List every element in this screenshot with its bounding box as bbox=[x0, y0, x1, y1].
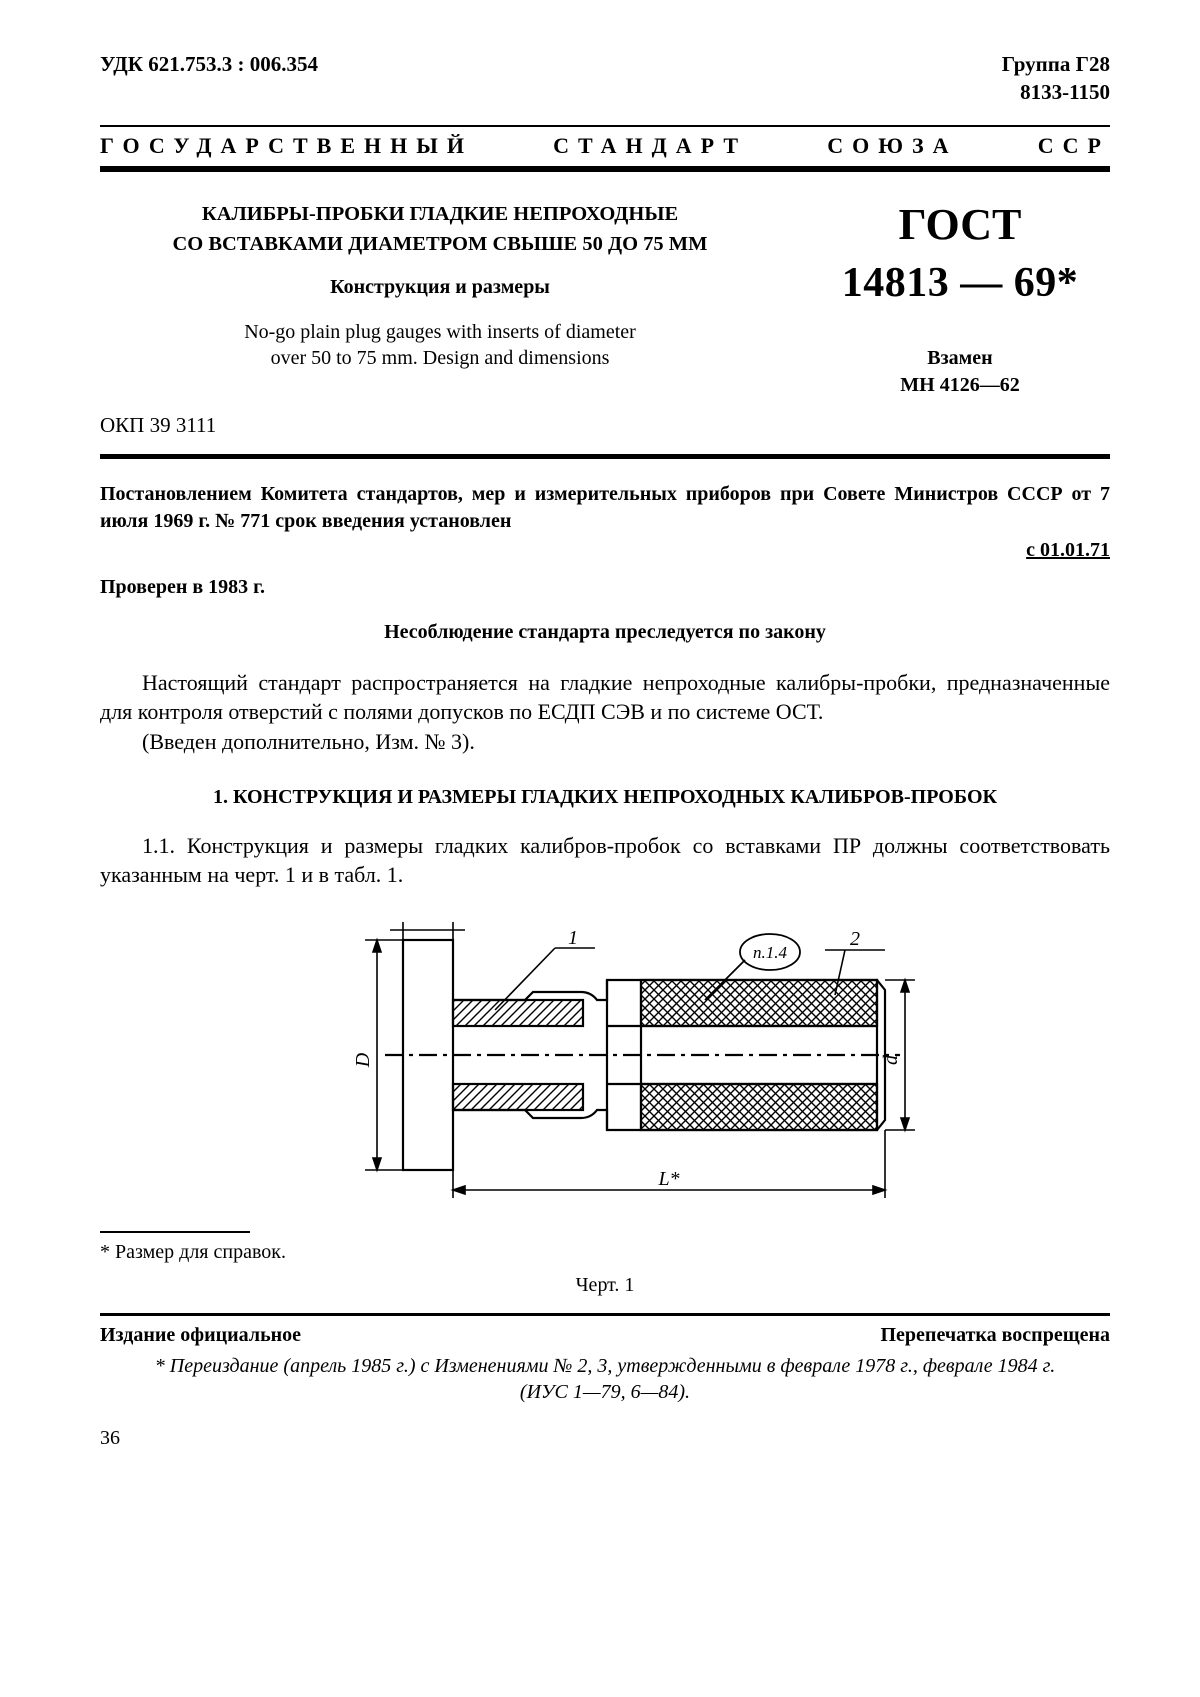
dim-label-d: d bbox=[880, 1054, 902, 1065]
footer-row: Издание официальное Перепечатка воспреще… bbox=[100, 1322, 1110, 1349]
edition-official: Издание официальное bbox=[100, 1322, 301, 1349]
gost-number: 14813 — 69* bbox=[810, 255, 1110, 312]
technical-drawing: D d L* 1 п.1.4 2 bbox=[100, 900, 1110, 1217]
section-heading: 1. КОНСТРУКЦИЯ И РАЗМЕРЫ ГЛАДКИХ НЕПРОХО… bbox=[180, 783, 1030, 811]
standard-banner: ГОСУДАРСТВЕННЫЙ СТАНДАРТ СОЮЗА ССР bbox=[100, 125, 1110, 173]
body-paragraph-2: 1.1. Конструкция и размеры гладких калиб… bbox=[100, 831, 1110, 890]
page-number: 36 bbox=[100, 1425, 1110, 1452]
title-russian: КАЛИБРЫ-ПРОБКИ ГЛАДКИЕ НЕПРОХОДНЫЕ СО ВС… bbox=[100, 200, 780, 259]
title-english: No-go plain plug gauges with inserts of … bbox=[100, 319, 780, 371]
amendment-note: (Введен дополнительно, Изм. № 3). bbox=[100, 727, 1110, 757]
body-paragraph-1: Настоящий стандарт распространяется на г… bbox=[100, 668, 1110, 727]
replaces-block: Взамен МН 4126—62 bbox=[810, 345, 1110, 399]
okp-code: ОКП 39 3111 bbox=[100, 411, 1110, 439]
header-top-row: УДК 621.753.3 : 006.354 Группа Г28 8133-… bbox=[100, 50, 1110, 107]
drawing-footnote: * Размер для справок. bbox=[100, 1239, 1110, 1266]
note-circle-label: п.1.4 bbox=[753, 943, 788, 962]
law-warning: Несоблюдение стандарта преследуется по з… bbox=[100, 619, 1110, 646]
replaces-value: МН 4126—62 bbox=[900, 374, 1019, 396]
header-right: Группа Г28 8133-1150 bbox=[1002, 50, 1110, 107]
figure-label: Черт. 1 bbox=[100, 1272, 1110, 1299]
footnote-divider bbox=[100, 1231, 250, 1233]
group-code: Группа Г28 bbox=[1002, 50, 1110, 78]
callout-1: 1 bbox=[568, 927, 578, 949]
reprint-forbidden: Перепечатка воспрещена bbox=[881, 1322, 1111, 1349]
bottom-divider bbox=[100, 1313, 1110, 1316]
title-en-line1: No-go plain plug gauges with inserts of … bbox=[244, 321, 636, 343]
decree-text: Постановлением Комитета стандартов, мер … bbox=[100, 481, 1110, 535]
callout-2: 2 bbox=[850, 928, 860, 950]
gost-label: ГОСТ bbox=[810, 202, 1110, 248]
title-subtitle: Конструкция и размеры bbox=[100, 274, 780, 301]
divider-rule bbox=[100, 454, 1110, 459]
range-code: 8133-1150 bbox=[1002, 78, 1110, 106]
title-ru-line2: СО ВСТАВКАМИ ДИАМЕТРОМ СВЫШЕ 50 ДО 75 ММ bbox=[173, 233, 708, 255]
title-left-column: КАЛИБРЫ-ПРОБКИ ГЛАДКИЕ НЕПРОХОДНЫЕ СО ВС… bbox=[100, 200, 780, 399]
title-right-column: ГОСТ 14813 — 69* Взамен МН 4126—62 bbox=[810, 200, 1110, 399]
title-en-line2: over 50 to 75 mm. Design and dimensions bbox=[271, 347, 610, 369]
checked-year: Проверен в 1983 г. bbox=[100, 574, 1110, 601]
drawing-svg: D d L* 1 п.1.4 2 bbox=[285, 900, 925, 1210]
title-block: КАЛИБРЫ-ПРОБКИ ГЛАДКИЕ НЕПРОХОДНЫЕ СО ВС… bbox=[100, 200, 1110, 399]
udk-code: УДК 621.753.3 : 006.354 bbox=[100, 50, 318, 107]
replaces-label: Взамен bbox=[927, 347, 992, 369]
title-ru-line1: КАЛИБРЫ-ПРОБКИ ГЛАДКИЕ НЕПРОХОДНЫЕ bbox=[202, 203, 678, 225]
reissue-note: * Переиздание (апрель 1985 г.) с Изменен… bbox=[130, 1353, 1080, 1405]
dim-label-D: D bbox=[352, 1052, 374, 1068]
dim-label-L: L* bbox=[657, 1168, 679, 1190]
decree-date: с 01.01.71 bbox=[100, 537, 1110, 564]
